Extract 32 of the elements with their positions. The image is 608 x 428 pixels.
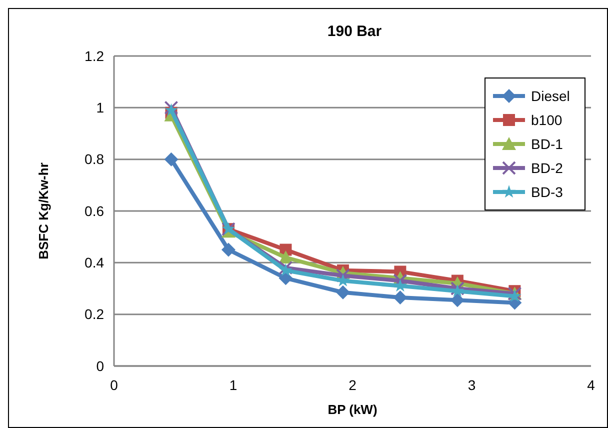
legend-label: b100 (531, 112, 562, 128)
x-tick-label: 1 (229, 377, 238, 393)
legend-label: BD-2 (531, 160, 564, 176)
legend-label: Diesel (531, 88, 570, 104)
y-tick-label: 0.2 (84, 306, 104, 322)
legend-label: BD-3 (531, 184, 564, 200)
x-tick-label: 3 (468, 377, 476, 393)
x-tick-label: 0 (110, 377, 118, 393)
point (450, 282, 464, 296)
y-tick-label: 1 (96, 100, 104, 116)
point (164, 152, 178, 166)
x-axis-title: BP (kW) (328, 402, 378, 417)
point (164, 103, 178, 116)
point (164, 100, 178, 115)
y-tick-label: 0.4 (84, 254, 104, 271)
point (336, 285, 350, 300)
point (336, 268, 350, 283)
y-tick-label: 1.2 (84, 48, 104, 64)
point (393, 290, 408, 305)
point (450, 284, 464, 297)
point (221, 242, 236, 257)
y-tick-label: 0.8 (84, 151, 104, 168)
point (450, 293, 464, 308)
point (278, 260, 293, 275)
legend-label: BD-1 (531, 136, 564, 152)
point (279, 263, 292, 276)
y-tick-label: 0.6 (84, 202, 104, 219)
y-axis-title: BSFC Kg/Kw-hr (36, 162, 51, 260)
x-tick-label: 2 (348, 377, 357, 393)
y-tick-label: 0 (96, 358, 104, 374)
chart-title: 190 Bar (327, 23, 382, 40)
x-tick-label: 4 (587, 377, 596, 393)
